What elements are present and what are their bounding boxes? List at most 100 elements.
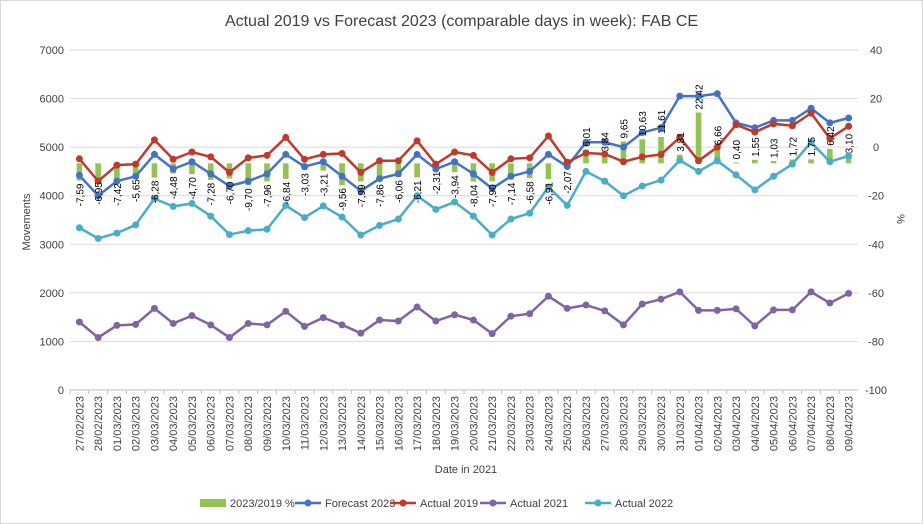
point xyxy=(188,148,196,156)
point xyxy=(807,288,815,296)
point xyxy=(301,322,309,330)
point xyxy=(319,314,327,322)
point xyxy=(338,213,346,221)
point xyxy=(225,231,233,239)
point xyxy=(301,155,309,163)
point xyxy=(150,136,158,144)
x-tick-label: 26/03/2023 xyxy=(581,396,593,451)
bar xyxy=(751,159,758,164)
bar-data-label: 3,81 xyxy=(676,132,687,152)
point xyxy=(225,334,233,342)
point xyxy=(488,184,496,192)
x-tick-label: 31/03/2023 xyxy=(675,396,687,451)
point xyxy=(150,195,158,203)
bar xyxy=(282,163,289,179)
legend-label: Actual 2021 xyxy=(510,498,568,510)
point xyxy=(113,161,121,169)
point xyxy=(132,221,140,229)
legend-label: Actual 2022 xyxy=(615,498,673,510)
bar-data-label: -4,48 xyxy=(169,176,180,199)
y-tick-label: 4000 xyxy=(40,191,64,203)
point xyxy=(244,227,252,235)
point xyxy=(413,303,421,311)
x-tick-label: 02/04/2023 xyxy=(712,396,724,451)
chart-title: Actual 2019 vs Forecast 2023 (comparable… xyxy=(224,13,699,30)
bar xyxy=(114,163,120,181)
point xyxy=(751,322,759,330)
point xyxy=(469,316,477,324)
point xyxy=(338,172,346,180)
bar-data-label: -6,58 xyxy=(526,181,537,204)
x-tick-label: 03/04/2023 xyxy=(731,396,743,451)
y-tick-label: 6000 xyxy=(40,94,64,106)
point xyxy=(582,301,590,309)
point xyxy=(432,205,440,213)
bar-data-label: 6,01 xyxy=(582,127,593,147)
bar-data-label: -3,21 xyxy=(319,173,330,196)
point xyxy=(282,307,290,315)
point xyxy=(488,168,496,176)
point xyxy=(75,155,83,163)
bar xyxy=(827,148,833,164)
bar xyxy=(395,163,402,178)
point xyxy=(544,292,552,300)
point xyxy=(713,157,721,165)
point xyxy=(225,182,233,190)
bar-data-label: -9,56 xyxy=(338,188,349,211)
point xyxy=(507,215,515,223)
x-tick-label: 19/03/2023 xyxy=(450,396,462,451)
x-tick-label: 30/03/2023 xyxy=(656,396,668,451)
point xyxy=(94,334,102,342)
y-tick-label: 3000 xyxy=(40,239,64,251)
bar xyxy=(545,163,552,179)
point xyxy=(150,304,158,312)
point xyxy=(638,129,646,137)
bar-data-label: -2,07 xyxy=(563,171,574,194)
legend-label: Forecast 2023 xyxy=(325,498,395,510)
y2-tick-label: -40 xyxy=(868,239,884,251)
point xyxy=(244,154,252,162)
x-tick-label: 25/03/2023 xyxy=(562,396,574,451)
point xyxy=(488,330,496,338)
bar-data-label: 3,84 xyxy=(601,132,612,152)
bar-data-label: 11,61 xyxy=(657,109,668,134)
point xyxy=(207,170,215,178)
point xyxy=(582,138,590,146)
point xyxy=(676,288,684,296)
point xyxy=(826,158,834,166)
point xyxy=(544,132,552,140)
y2-tick-label: 40 xyxy=(870,45,882,57)
bar xyxy=(508,163,514,180)
point xyxy=(507,172,515,180)
point xyxy=(113,177,121,185)
point xyxy=(657,176,665,184)
point xyxy=(263,321,271,329)
bar-data-label: -7,42 xyxy=(113,183,124,206)
point xyxy=(75,318,83,326)
x-tick-label: 03/03/2023 xyxy=(149,396,161,451)
bar xyxy=(714,148,721,164)
point xyxy=(207,153,215,161)
point xyxy=(319,202,327,210)
bar-data-label: 9,65 xyxy=(619,119,630,139)
point xyxy=(376,221,384,229)
bar-data-label: -7,86 xyxy=(376,184,387,207)
point xyxy=(601,150,609,158)
point xyxy=(394,215,402,223)
point xyxy=(451,198,459,206)
x-tick-label: 21/03/2023 xyxy=(487,396,499,451)
gridlines xyxy=(70,49,858,391)
point xyxy=(638,153,646,161)
x-tick-label: 28/02/2023 xyxy=(93,396,105,451)
point xyxy=(619,143,627,151)
point xyxy=(301,214,309,222)
point xyxy=(132,160,140,168)
point xyxy=(394,317,402,325)
bar xyxy=(658,137,664,164)
point xyxy=(357,187,365,195)
point xyxy=(788,160,796,168)
x-tick-label: 08/04/2023 xyxy=(825,396,837,451)
legend-swatch xyxy=(200,499,226,507)
legend-marker xyxy=(594,499,602,507)
